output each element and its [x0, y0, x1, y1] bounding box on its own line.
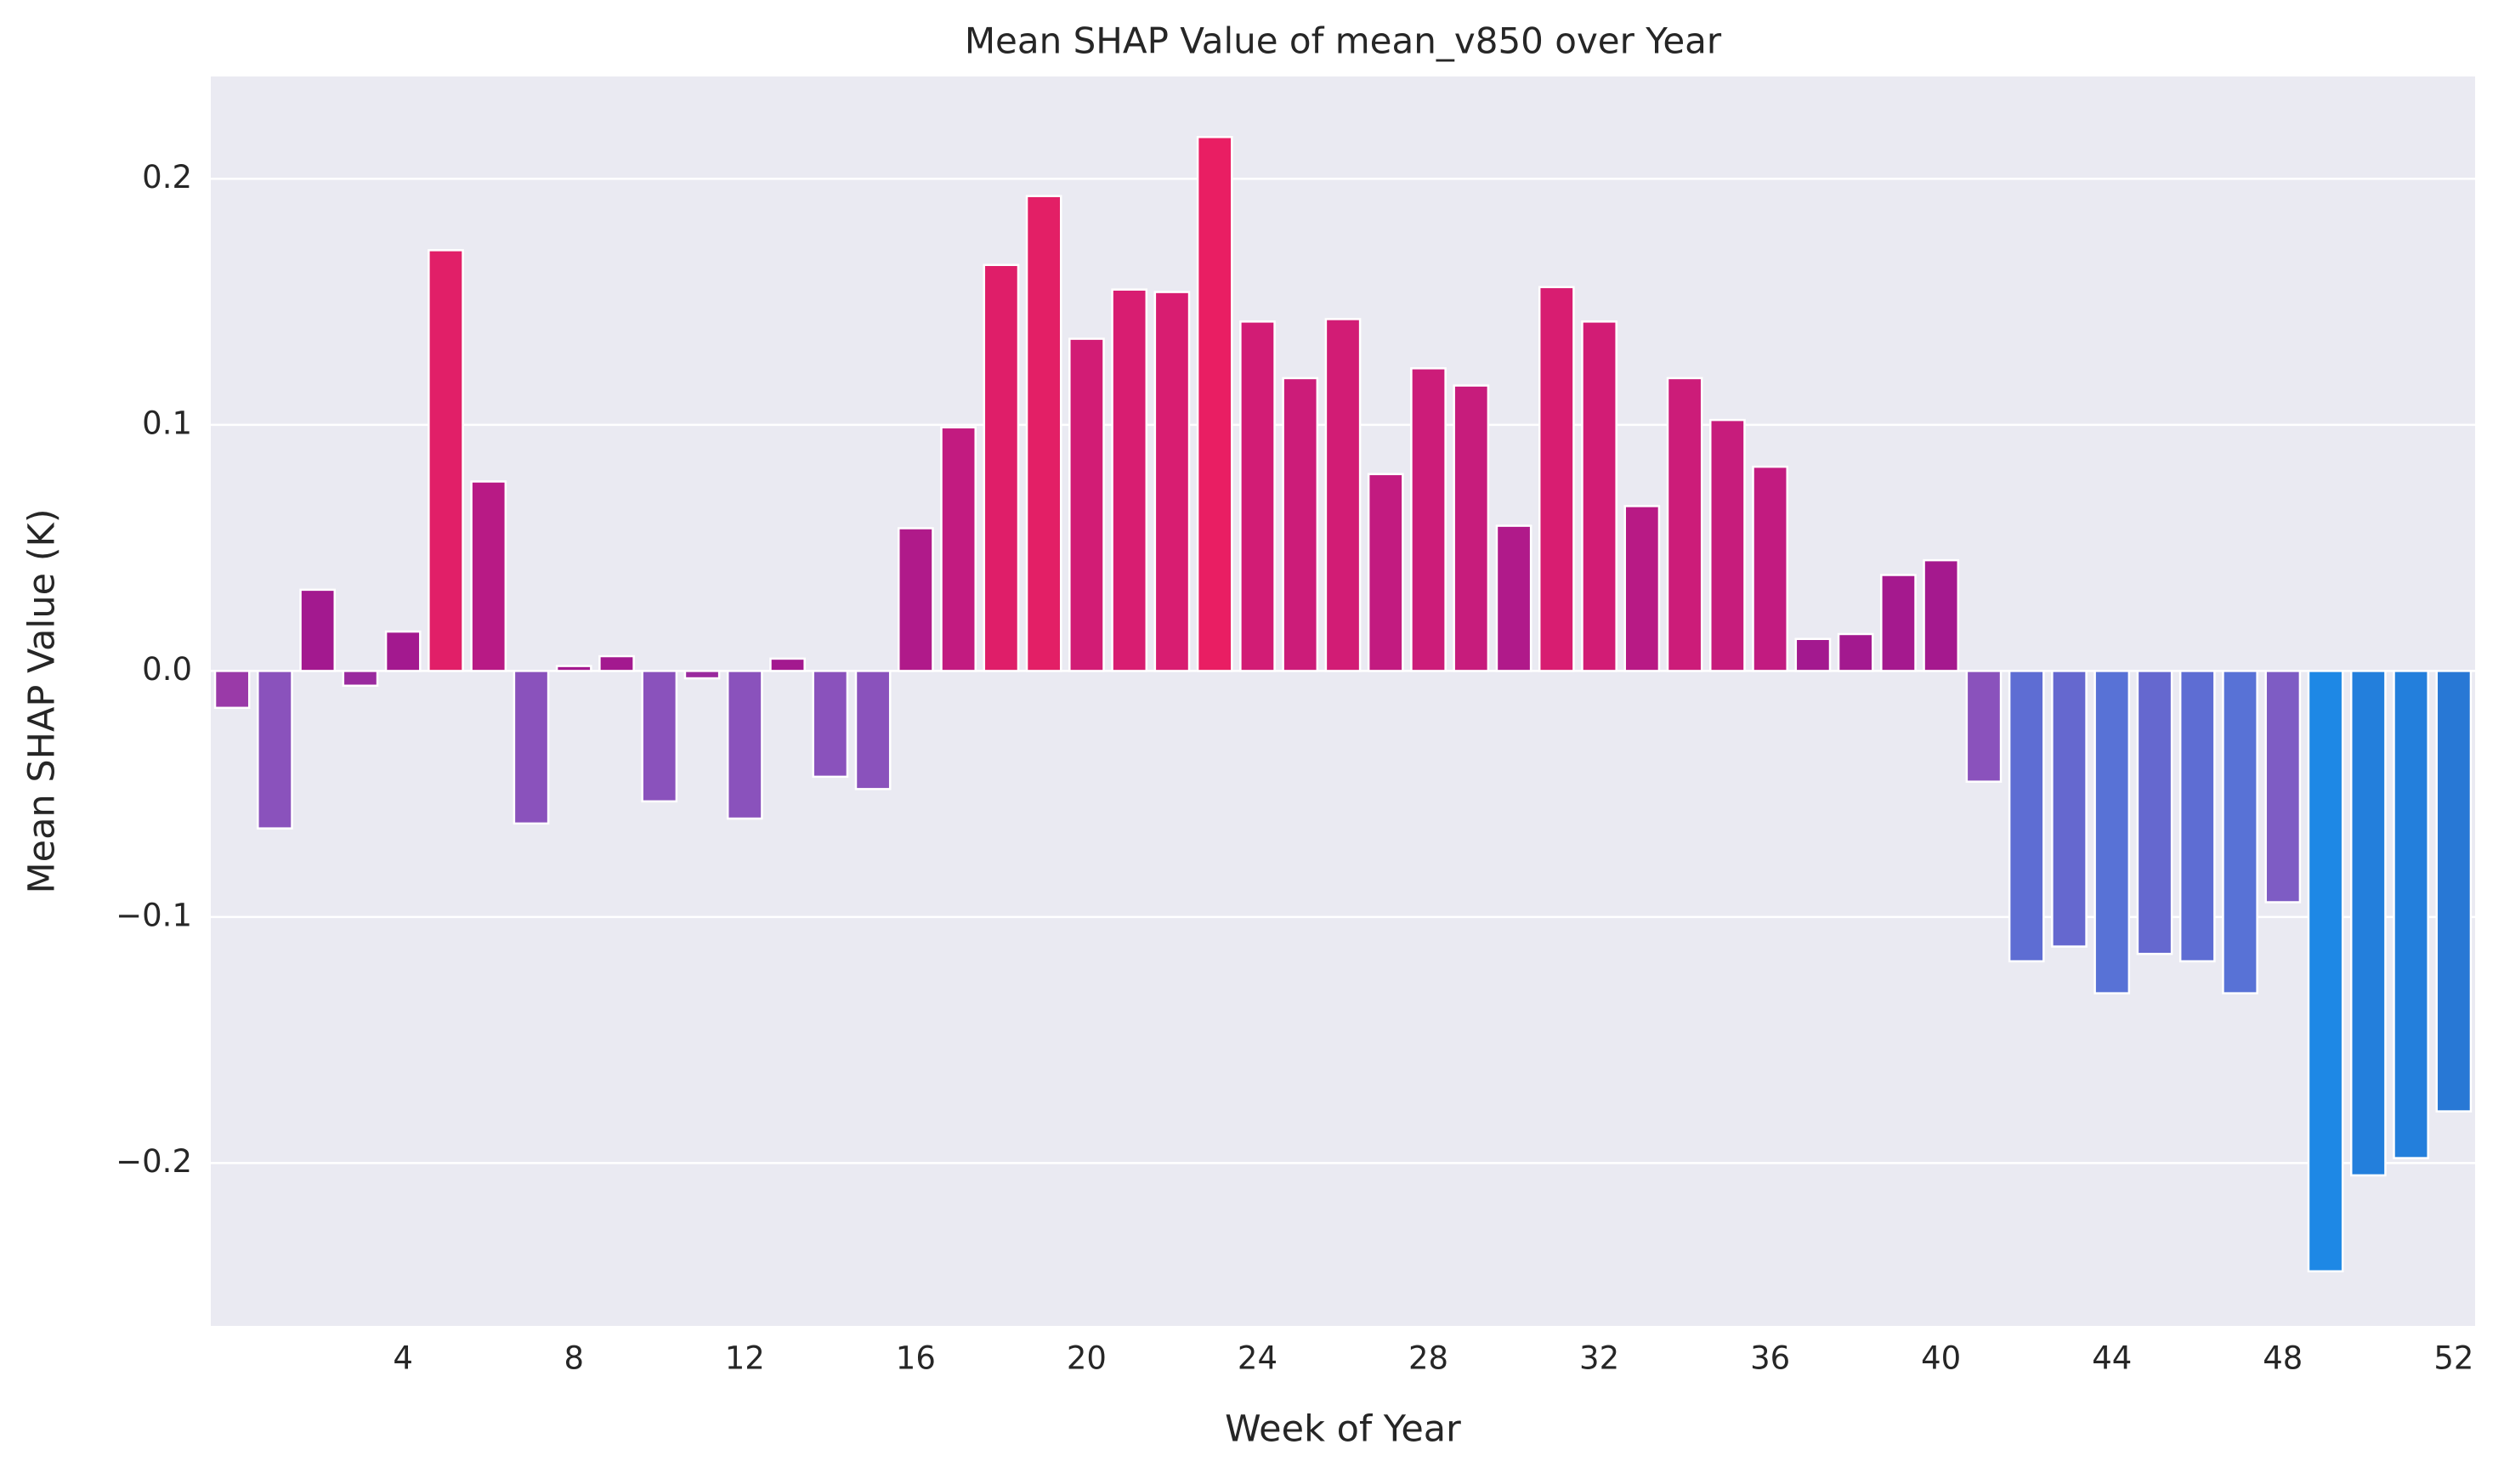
bar — [1282, 377, 1319, 672]
bar — [898, 527, 934, 672]
bar — [1581, 320, 1617, 672]
bar — [2051, 670, 2088, 948]
bar — [1410, 367, 1447, 672]
bar — [2264, 670, 2302, 903]
bar — [726, 670, 763, 820]
x-tick-label: 24 — [1238, 1340, 1277, 1377]
x-tick-label: 16 — [896, 1340, 936, 1377]
bar — [299, 588, 337, 672]
bar — [1196, 135, 1233, 672]
bar — [1239, 320, 1276, 672]
bar — [513, 670, 550, 825]
bar — [1153, 291, 1191, 672]
bar — [598, 654, 635, 672]
bar — [940, 426, 977, 672]
bar — [854, 670, 892, 790]
bar — [2307, 670, 2344, 1272]
x-tick-label: 40 — [1921, 1340, 1961, 1377]
bar — [1495, 524, 1532, 672]
x-axis-label: Week of Year — [1225, 1408, 1461, 1451]
x-tick-label: 20 — [1067, 1340, 1107, 1377]
bar — [1538, 286, 1575, 672]
bar — [1324, 318, 1362, 672]
bar — [428, 249, 464, 672]
x-tick-label: 8 — [564, 1340, 584, 1377]
bar — [1709, 418, 1746, 672]
y-axis-label: Mean SHAP Value (K) — [21, 509, 64, 894]
bar — [1068, 337, 1105, 672]
bar — [683, 670, 721, 680]
bar — [1880, 574, 1917, 672]
y-tick-label: −0.1 — [116, 897, 192, 933]
bar — [384, 630, 422, 672]
x-tick-label: 36 — [1750, 1340, 1790, 1377]
bar — [1111, 288, 1148, 672]
bar — [2222, 670, 2258, 994]
bar — [1453, 384, 1490, 672]
bar — [555, 665, 592, 672]
bar — [1367, 473, 1404, 672]
y-tick-label: 0.0 — [142, 651, 192, 688]
bar — [1623, 505, 1661, 672]
bar — [2178, 670, 2216, 963]
y-tick-label: −0.2 — [116, 1143, 192, 1180]
y-tick-label: 0.2 — [142, 159, 192, 195]
bar — [342, 670, 379, 688]
bar — [257, 670, 293, 830]
bar — [2349, 670, 2387, 1177]
bar — [2008, 670, 2045, 963]
bar — [1666, 377, 1703, 672]
bar — [1025, 195, 1062, 672]
bar — [2093, 670, 2131, 994]
bar — [1752, 465, 1788, 672]
x-tick-label: 28 — [1408, 1340, 1448, 1377]
bar — [2393, 670, 2429, 1159]
bar — [1965, 670, 2003, 783]
x-tick-label: 32 — [1579, 1340, 1619, 1377]
y-tick-label: 0.1 — [142, 405, 192, 441]
x-tick-label: 44 — [2092, 1340, 2132, 1377]
plot-background — [211, 76, 2475, 1326]
x-tick-label: 4 — [393, 1340, 413, 1377]
bar — [470, 480, 507, 672]
x-tick-label: 52 — [2433, 1340, 2473, 1377]
bar — [769, 657, 806, 672]
bar — [1837, 632, 1874, 672]
bar — [1923, 558, 1960, 672]
bar — [641, 670, 678, 803]
bar — [983, 263, 1020, 672]
bar — [2136, 670, 2173, 955]
bar — [213, 670, 251, 710]
bar — [2435, 670, 2473, 1113]
x-tick-label: 48 — [2263, 1340, 2303, 1377]
chart-title: Mean SHAP Value of mean_v850 over Year — [965, 20, 1722, 62]
bar — [812, 670, 849, 779]
x-tick-label: 12 — [725, 1340, 765, 1377]
bar — [1794, 637, 1832, 672]
